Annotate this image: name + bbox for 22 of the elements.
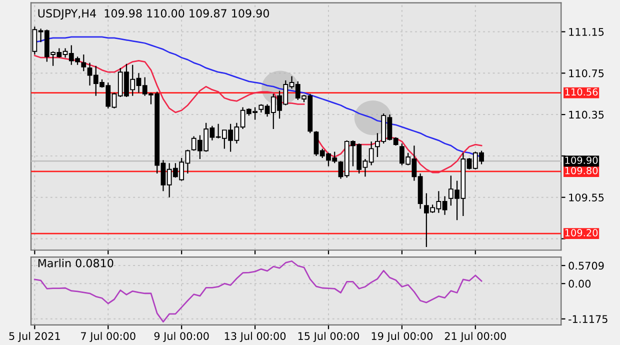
x-tick-label: 7 Jul 00:00 (81, 332, 136, 342)
y-tick-label: 0.5709 (568, 262, 604, 270)
line-series (34, 260, 482, 323)
y-tick-label: 109.55 (569, 194, 604, 202)
x-tick-label: 19 Jul 00:00 (372, 332, 432, 342)
y-tick-label: 110.75 (569, 69, 604, 78)
y-tick-label: 0.00 (568, 280, 591, 288)
x-tick-label: 5 Jul 2021 (9, 332, 60, 342)
ref-line-label: 109.80 (565, 166, 598, 174)
y-tick-label: 111.15 (569, 28, 604, 36)
candlestick (81, 54, 86, 72)
y-tick-label: -1.1175 (568, 315, 608, 324)
chart-title: Marlin 0.0810 (38, 258, 114, 268)
text: USDJPY,H4 109.98 110.00 109.87 109.90 (38, 9, 270, 20)
x-tick-label: 15 Jul 00:00 (298, 332, 360, 342)
ref-line-label: 110.56 (565, 88, 598, 96)
y-tick-label: 110.35 (569, 110, 604, 119)
x-tick-label: 13 Jul 00:00 (224, 332, 286, 342)
ref-line-label: 109.90 (565, 156, 598, 164)
ref-line-label: 109.20 (565, 229, 598, 236)
x-tick-label: 21 Jul 00:00 (444, 332, 506, 342)
x-tick-label: 9 Jul 00:00 (154, 332, 209, 342)
